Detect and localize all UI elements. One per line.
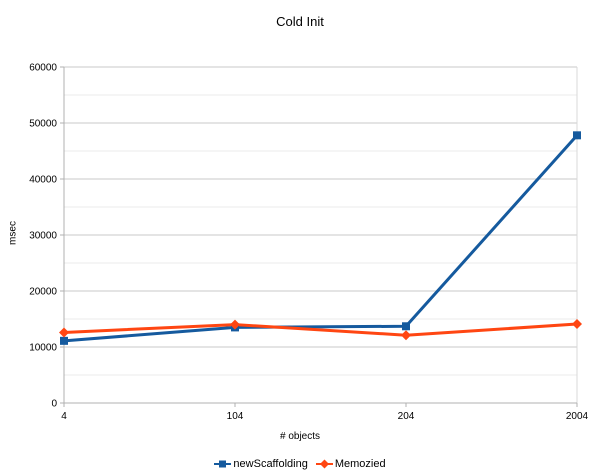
marker-diamond-Memozied <box>230 319 240 330</box>
x-tick-label: 204 <box>398 411 415 422</box>
legend: newScaffolding Memozied <box>0 458 600 470</box>
series-line-newScaffolding <box>63 134 579 343</box>
marker-diamond-Memozied <box>59 327 69 338</box>
y-tick-label: 0 <box>51 399 57 410</box>
y-tick-label: 30000 <box>29 231 57 242</box>
y-axis-title: msec <box>7 221 19 245</box>
legend-marker-square-icon <box>214 460 232 468</box>
marker-square-newScaffolding <box>573 131 581 140</box>
marker-diamond-Memozied <box>572 319 582 330</box>
legend-label: Memozied <box>334 458 386 470</box>
series-line-Memozied <box>63 322 578 337</box>
y-tick-label: 10000 <box>29 343 57 354</box>
chart-title: Cold Init <box>276 14 324 29</box>
x-tick-label: 104 <box>227 411 244 422</box>
y-tick-label: 40000 <box>29 175 57 186</box>
marker-diamond-Memozied <box>401 330 411 341</box>
y-tick-label: 60000 <box>29 63 57 74</box>
y-tick-label: 50000 <box>29 119 57 130</box>
x-axis-title: # objects <box>279 431 321 442</box>
legend-item-Memozied: Memozied <box>315 458 386 470</box>
y-tick-label: 20000 <box>29 287 57 298</box>
legend-label: newScaffolding <box>233 458 308 470</box>
x-tick-label: 4 <box>61 411 67 422</box>
legend-item-newScaffolding: newScaffolding <box>214 458 308 470</box>
legend-marker-diamond-icon <box>315 459 333 469</box>
x-tick-label: 2004 <box>566 411 589 422</box>
marker-square-newScaffolding <box>60 336 68 345</box>
marker-square-newScaffolding <box>402 322 410 331</box>
